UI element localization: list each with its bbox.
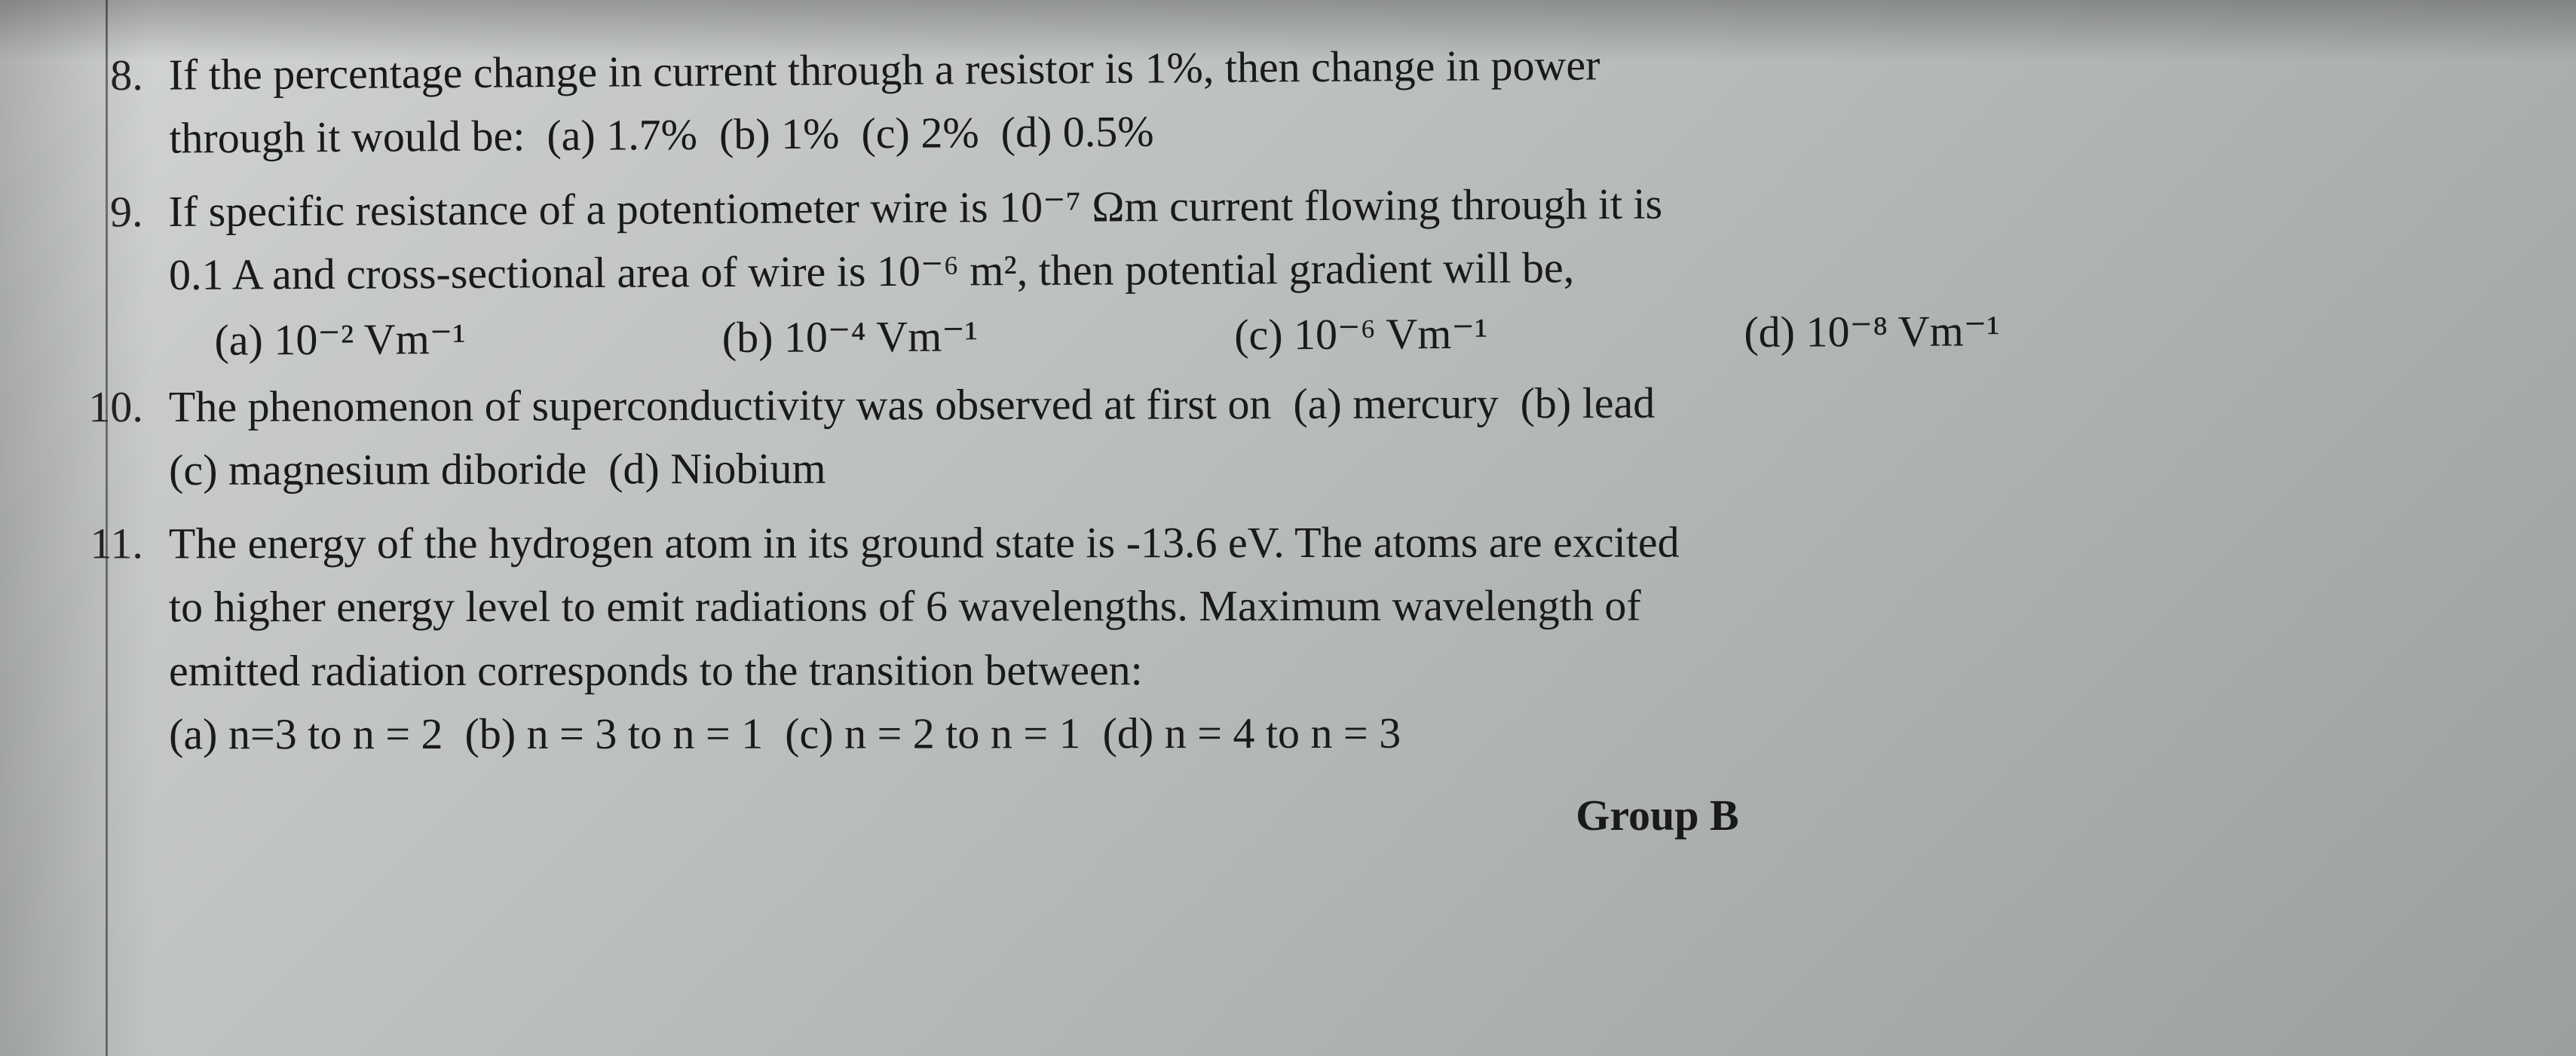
section-heading-group-b: Group B <box>829 790 2486 840</box>
question-body-11: The energy of the hydrogen atom in its g… <box>169 513 2355 769</box>
q10-line1: The phenomenon of superconductivity was … <box>169 372 2355 437</box>
q9-line2: 0.1 A and cross-sectional area of wire i… <box>169 234 2355 305</box>
question-number-9: 9. <box>75 182 165 242</box>
q11-option-c: (c) n = 2 to n = 1 <box>785 709 1080 758</box>
q11-line2: to higher energy level to emit radiation… <box>169 576 2355 637</box>
q11-options-row: (a) n=3 to n = 2 (b) n = 3 to n = 1 (c) … <box>169 703 2355 764</box>
question-number-11: 11. <box>75 514 166 573</box>
q8-option-d: (d) 0.5% <box>1000 107 1153 157</box>
q10-option-b: (b) lead <box>1520 378 1655 427</box>
question-9: 9. If specific resistance of a potentiom… <box>150 170 2486 369</box>
question-10: 10. The phenomenon of superconductivity … <box>151 372 2486 505</box>
q11-option-b: (b) n = 3 to n = 1 <box>464 709 763 758</box>
q10-option-a: (a) mercury <box>1293 379 1498 429</box>
q9-line1: If specific resistance of a potentiomete… <box>168 170 2354 240</box>
q8-line2-prefix: through it would be: <box>169 112 525 163</box>
question-body-9: If specific resistance of a potentiomete… <box>168 170 2355 369</box>
q11-option-d: (d) n = 4 to n = 3 <box>1103 709 1401 758</box>
q8-line1: If the percentage change in current thro… <box>168 30 2354 105</box>
q10-option-c: (c) magnesium diboride <box>169 445 587 494</box>
question-number-10: 10. <box>75 378 166 437</box>
q8-option-c: (c) 2% <box>861 108 979 158</box>
q9-option-b: (b) 10⁻⁴ Vm⁻¹ <box>722 307 979 367</box>
q8-line2: through it would be: (a) 1.7% (b) 1% (c)… <box>169 94 2355 169</box>
q9-option-c: (c) 10⁻⁶ Vm⁻¹ <box>1234 304 1488 364</box>
q8-option-b: (b) 1% <box>719 109 840 159</box>
question-8: 8. If the percentage change in current t… <box>150 29 2486 173</box>
question-body-8: If the percentage change in current thro… <box>168 30 2355 173</box>
q11-option-a: (a) n=3 to n = 2 <box>169 709 443 758</box>
q11-line3: emitted radiation corresponds to the tra… <box>169 639 2355 700</box>
q11-line1: The energy of the hydrogen atom in its g… <box>169 513 2355 574</box>
q9-option-d: (d) 10⁻⁸ Vm⁻¹ <box>1744 301 2000 361</box>
question-body-10: The phenomenon of superconductivity was … <box>169 372 2355 505</box>
q8-option-a: (a) 1.7% <box>547 110 697 160</box>
q10-line2: (c) magnesium diboride (d) Niobium <box>169 436 2355 500</box>
q9-option-a: (a) 10⁻² Vm⁻¹ <box>214 309 466 369</box>
q9-options-row: (a) 10⁻² Vm⁻¹ (b) 10⁻⁴ Vm⁻¹ (c) 10⁻⁶ Vm⁻… <box>214 299 2355 369</box>
exam-page: 8. If the percentage change in current t… <box>0 0 2576 1056</box>
q10-option-d: (d) Niobium <box>608 444 826 494</box>
question-number-8: 8. <box>75 46 166 106</box>
question-11: 11. The energy of the hydrogen atom in i… <box>151 513 2486 769</box>
q10-line1-prefix: The phenomenon of superconductivity was … <box>169 380 1272 432</box>
